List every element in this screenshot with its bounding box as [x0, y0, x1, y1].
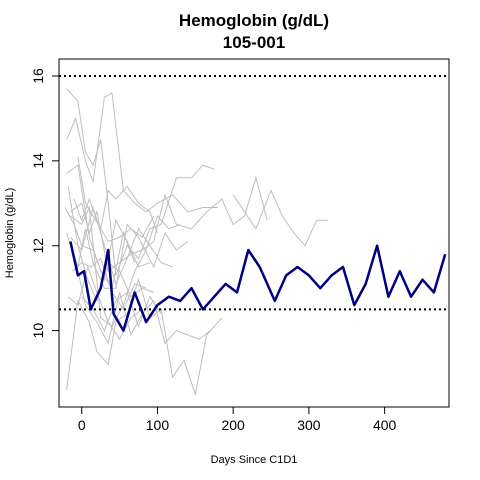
x-tick-label: 0 [78, 417, 86, 433]
background-series-line-17 [232, 189, 328, 247]
background-series-line-11 [64, 207, 151, 282]
x-axis-label: Days Since C1D1 [211, 454, 298, 466]
background-series-line-12 [72, 257, 147, 311]
y-axis-label: Hemoglobin (g/dL) [4, 188, 16, 279]
x-tick-label: 200 [221, 417, 245, 433]
background-series-line-2 [66, 92, 218, 213]
x-tick-label: 100 [146, 417, 170, 433]
y-tick-label: 10 [30, 323, 46, 339]
background-series-line-3 [70, 175, 268, 273]
background-series-line-7 [70, 205, 181, 328]
reference-lines-group [59, 74, 449, 311]
background-series-line-4 [66, 278, 223, 397]
background-series-line-5 [66, 223, 189, 289]
y-tick-label: 14 [30, 153, 46, 169]
plot-frame [58, 58, 450, 408]
chart-title: Hemoglobin (g/dL) [179, 11, 329, 30]
background-series-line-15 [70, 205, 173, 286]
x-tick-label: 300 [297, 417, 321, 433]
x-tick-label: 400 [373, 417, 397, 433]
y-tick-label: 16 [30, 68, 46, 84]
background-series-group [64, 88, 328, 397]
background-series-line-13 [67, 265, 143, 341]
y-axis: 10 12 14 16 [30, 68, 60, 339]
background-series-line-14 [66, 164, 136, 290]
background-series-line-1 [66, 88, 215, 276]
y-tick-label: 12 [30, 238, 46, 254]
background-series-line-16 [81, 291, 162, 332]
background-series-line-8 [77, 156, 158, 234]
x-axis: 0 100 200 300 400 [78, 406, 397, 433]
chart-subtitle: 105-001 [223, 33, 285, 52]
background-series-line-10 [73, 197, 155, 243]
highlight-series-group [69, 241, 447, 332]
highlight-series-line [69, 241, 447, 332]
